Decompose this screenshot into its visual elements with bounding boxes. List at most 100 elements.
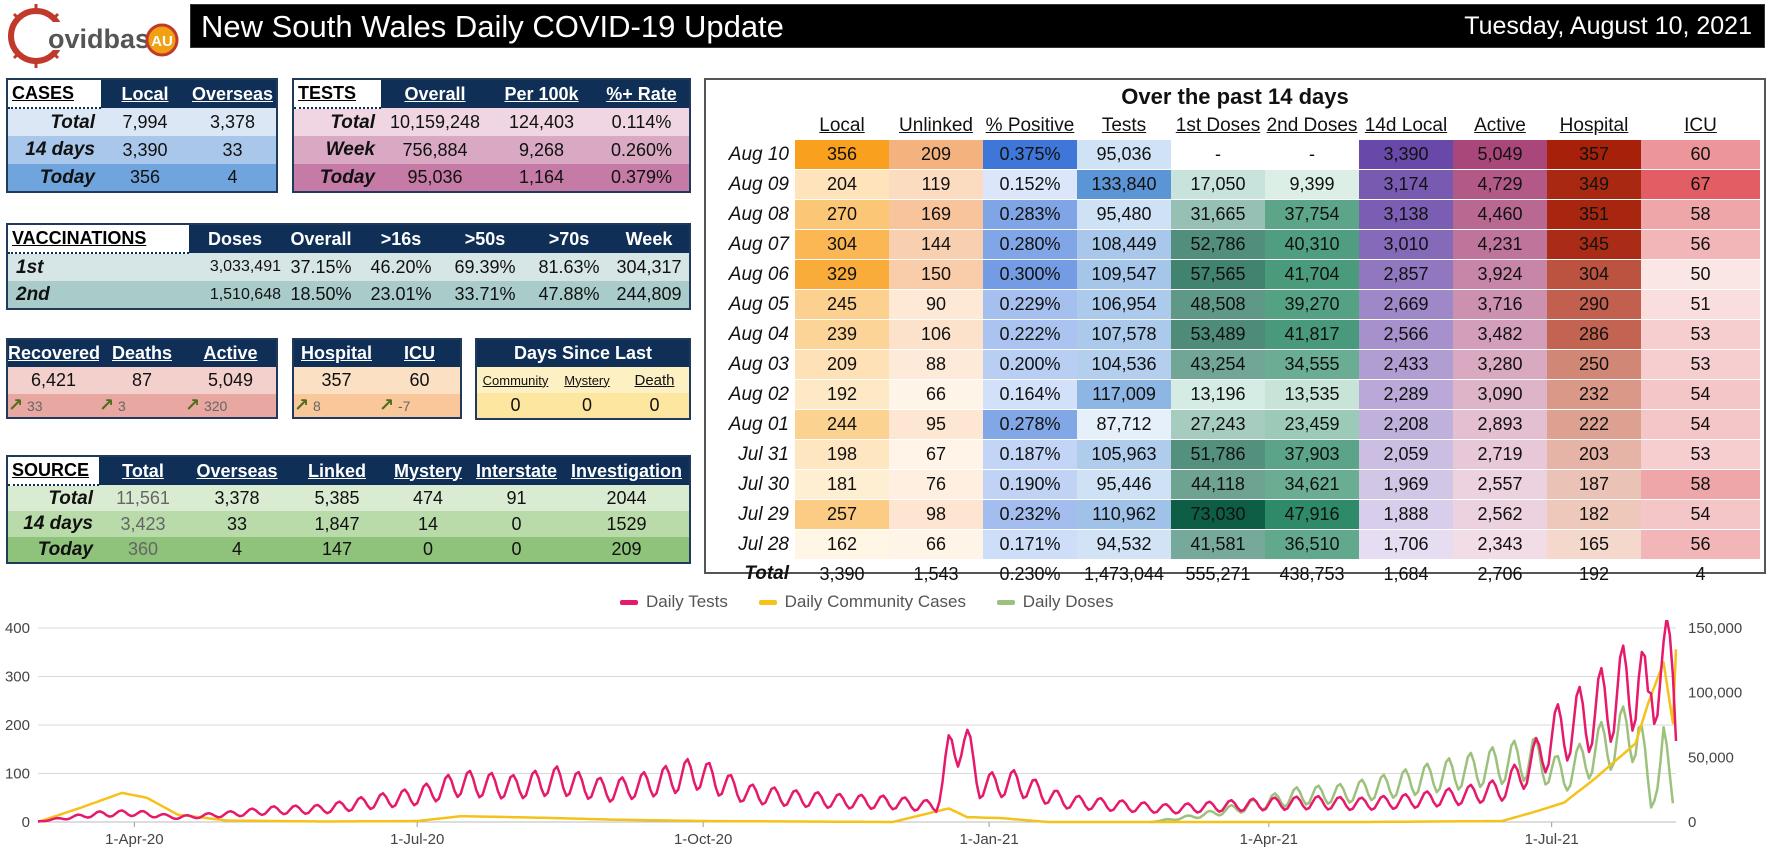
cell: 0.171% xyxy=(983,529,1077,560)
y-left-tick-label: 200 xyxy=(5,717,30,734)
cell: 2,669 xyxy=(1359,289,1453,320)
covidbase-logo: ovidbase AU xyxy=(6,2,182,76)
cell: 0 xyxy=(511,513,522,534)
cell: 360 xyxy=(127,539,159,559)
table-row: Aug 07 304 144 0.280% 108,449 52,786 40,310 3,0… xyxy=(710,229,1760,260)
y-right-tick-label: 100,000 xyxy=(1688,685,1742,702)
tests-col-rate: %+ Rate xyxy=(594,79,690,108)
cell: 95,480 xyxy=(1077,199,1171,230)
col-community: Community xyxy=(482,372,549,388)
table-row: Aug 09 204 119 0.152% 133,840 17,050 9,399 3,17… xyxy=(710,169,1760,200)
table-row: 6,421 87 5,049 xyxy=(7,367,277,394)
row-label: 2nd xyxy=(16,283,50,305)
x-tick-label: 1-Jul-21 xyxy=(1525,831,1579,848)
legend-item-cases: Daily Community Cases xyxy=(758,592,966,611)
src-col-overseas: Overseas xyxy=(187,456,287,485)
outcomes-table: Recovered Deaths Active 6,421 87 5,049 ↗… xyxy=(6,338,278,419)
legend-item-tests: Daily Tests xyxy=(620,592,728,611)
row-date: Aug 07 xyxy=(728,233,789,255)
cell: 2,343 xyxy=(1453,529,1547,560)
row-date: Aug 10 xyxy=(728,143,789,165)
cell: 3,138 xyxy=(1359,199,1453,230)
table-row: 1st 3,033,491 37.15% 46.20% 69.39% 81.63… xyxy=(7,253,690,281)
cell: 95,446 xyxy=(1077,469,1171,500)
cell: 555,271 xyxy=(1185,564,1251,584)
cell: 3,482 xyxy=(1453,319,1547,350)
cell: 0.152% xyxy=(983,169,1077,200)
title-bar: New South Wales Daily COVID-19 Update Tu… xyxy=(190,4,1765,48)
past-col-1st-doses: 1st Doses xyxy=(1175,115,1261,136)
table-row: Jul 28 162 66 0.171% 94,532 41,581 36,510 1,706… xyxy=(710,529,1760,560)
deaths-change: ↗ 3 xyxy=(99,394,185,418)
icu-change: ↗ -7 xyxy=(379,394,461,418)
cell: 4 xyxy=(231,539,242,559)
cell: 106 xyxy=(889,319,983,350)
row-date: Aug 06 xyxy=(728,263,789,285)
cell: 110,962 xyxy=(1077,499,1171,530)
cell: 2,719 xyxy=(1453,439,1547,470)
cell: 4 xyxy=(227,167,238,187)
row-date: Aug 08 xyxy=(728,203,789,225)
y-right-tick-label: 50,000 xyxy=(1688,749,1734,766)
cell: 3,378 xyxy=(209,111,256,132)
cell: 250 xyxy=(1547,349,1641,380)
table-row: Aug 10 356 209 0.375% 95,036- -3,390 5,049 357 6… xyxy=(710,140,1760,170)
recovered-value: 6,421 xyxy=(30,370,77,390)
table-row: ↗ 33 ↗ 3 ↗ 320 xyxy=(7,394,277,418)
cell: 31,665 xyxy=(1171,199,1265,230)
table-row: Aug 08 270 169 0.283% 95,480 31,665 37,754 3,13… xyxy=(710,199,1760,230)
cell: 54 xyxy=(1641,379,1760,410)
cell: 222 xyxy=(1547,409,1641,440)
src-col-investigation: Investigation xyxy=(564,456,690,485)
table-row: 2nd 1,510,648 18.50% 23.01% 33.71% 47.88… xyxy=(7,281,690,309)
past-col-14d-local: 14d Local xyxy=(1364,115,1448,136)
cell: 33.71% xyxy=(454,284,516,304)
cell: 98 xyxy=(889,499,983,530)
cell: 0.229% xyxy=(983,289,1077,320)
cell: 4,729 xyxy=(1453,169,1547,200)
trend-up-icon: ↗ xyxy=(185,395,201,415)
cell: 2,208 xyxy=(1359,409,1453,440)
row-date: Jul 31 xyxy=(738,443,789,465)
cell: - xyxy=(1171,140,1265,170)
cell: 11,561 xyxy=(116,487,170,508)
past-14-days-panel: Over the past 14 days Local Unlinked % Pos… xyxy=(704,78,1766,584)
cell: 165 xyxy=(1547,529,1641,560)
y-right-tick-label: 0 xyxy=(1688,814,1696,831)
table-row: 0 0 0 xyxy=(476,393,691,419)
row-date: Jul 29 xyxy=(738,503,789,525)
cell: 34,555 xyxy=(1265,349,1359,380)
row-date: Aug 05 xyxy=(728,293,789,315)
cell: 95,036 xyxy=(407,167,463,187)
legend-label: Daily Tests xyxy=(646,592,728,611)
cell: 1,888 xyxy=(1359,499,1453,530)
cell: 54 xyxy=(1641,409,1760,440)
cell: 2,433 xyxy=(1359,349,1453,380)
cell: 56 xyxy=(1641,529,1760,560)
cell: 46.20% xyxy=(370,256,432,277)
cell: 474 xyxy=(412,487,444,508)
cell: - xyxy=(1265,140,1359,170)
cell: 357 xyxy=(1547,140,1641,170)
cell: 23,459 xyxy=(1265,409,1359,440)
row-label: 14 days xyxy=(25,139,95,160)
cell: 67 xyxy=(1641,169,1760,200)
row-date: Aug 09 xyxy=(728,173,789,195)
cell: 2044 xyxy=(606,487,647,508)
cases-label: CASES xyxy=(7,79,101,109)
cell: 2,059 xyxy=(1359,439,1453,470)
series-line-daily-tests xyxy=(37,620,1678,823)
table-row: Jul 30 181 76 0.190% 95,446 44,118 34,621 1,969… xyxy=(710,469,1760,500)
table-row: Aug 06 329 150 0.300% 109,547 57,565 41,704 2,8… xyxy=(710,259,1760,290)
cell: 3,010 xyxy=(1359,229,1453,260)
cell: 3,378 xyxy=(214,487,260,508)
cell: 53 xyxy=(1641,439,1760,470)
src-col-mystery: Mystery xyxy=(387,456,469,485)
cell: 91 xyxy=(506,487,527,508)
report-date: Tuesday, August 10, 2021 xyxy=(1464,12,1752,40)
cell: 109,547 xyxy=(1077,259,1171,290)
series-line-daily-community-cases xyxy=(37,649,1678,824)
cell: 290 xyxy=(1547,289,1641,320)
cell: 51 xyxy=(1641,289,1760,320)
cell: 329 xyxy=(795,259,889,290)
